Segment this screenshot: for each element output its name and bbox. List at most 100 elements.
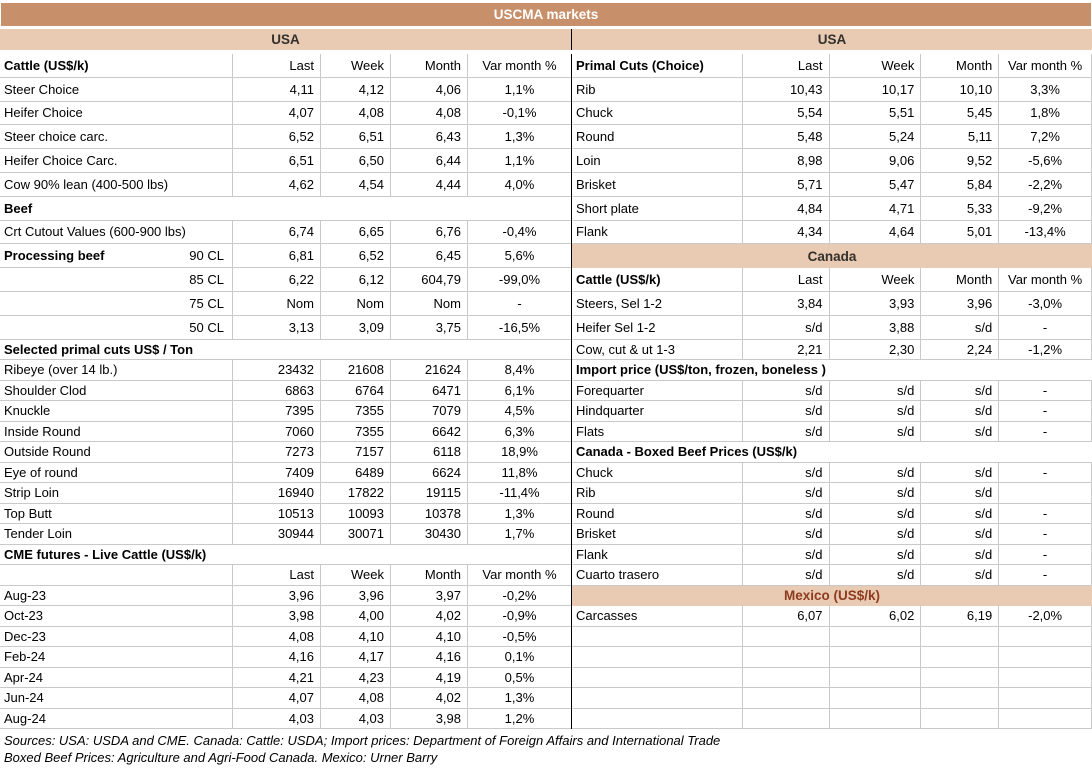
empty-cell	[920, 667, 999, 689]
cell-last: 8,98	[741, 149, 829, 173]
right-half: Rib 10,43 10,17 10,10 3,3%	[571, 77, 1092, 102]
cell-month: 6471	[390, 380, 467, 402]
cell-var: -	[998, 565, 1092, 586]
row-label: Processing beef 90 CL	[0, 244, 232, 269]
cell-var: 4,0%	[467, 172, 571, 197]
row-label-text: Outside Round	[4, 444, 91, 460]
row-label-text: Dec-23	[4, 628, 46, 644]
cell-month: 4,16	[390, 647, 467, 668]
cell-week: 4,54	[320, 172, 390, 197]
cell-month: 6118	[390, 442, 467, 463]
cell-var: 1,2%	[467, 708, 571, 730]
row-label: Heifer Choice Carc.	[0, 149, 232, 173]
cell-var: -5,6%	[998, 149, 1092, 173]
cell-month: 7079	[390, 401, 467, 422]
cell-week: 4,00	[320, 606, 390, 627]
column-header-week: Week	[828, 268, 921, 292]
empty-cell	[741, 688, 829, 709]
row-label: Heifer Choice	[0, 102, 232, 126]
table-row: 50 CL 3,13 3,09 3,75 -16,5% Heifer Sel 1-2 s/d…	[0, 315, 1092, 340]
left-half: Selected primal cuts US$ / Ton	[0, 340, 571, 361]
table-row: CME futures - Live Cattle (US$/k) Flank s/…	[0, 544, 1092, 566]
cell-last: 4,08	[232, 626, 320, 648]
cell-month: s/d	[920, 565, 999, 586]
row-label-text: Oct-23	[4, 608, 44, 624]
cell-week: Nom	[320, 291, 390, 316]
cell-last: s/d	[741, 544, 829, 566]
right-half: Round 5,48 5,24 5,11 7,2%	[571, 125, 1092, 150]
cell-week: 17822	[320, 483, 390, 504]
row-label: Knuckle	[0, 401, 232, 422]
cell-last: 4,11	[232, 77, 320, 102]
row-label-text: Feb-24	[4, 649, 46, 665]
footer-line-2: Boxed Beef Prices: Agriculture and Agri-…	[4, 750, 438, 766]
row-label-text: Rib	[576, 485, 596, 501]
cell-last: 3,98	[232, 606, 320, 627]
table-row: Beef Short plate 4,84 4,71 5,33 -9,2%	[0, 196, 1092, 221]
row-label: Brisket	[572, 524, 742, 545]
row-label: Flank	[572, 221, 742, 245]
table-row: Selected primal cuts US$ / Ton Cow, cut &…	[0, 339, 1092, 361]
cell-var: 8,4%	[467, 360, 571, 381]
cell-month: 4,10	[390, 626, 467, 648]
cell-var: 1,1%	[467, 77, 571, 102]
left-half: Eye of round 7409 6489 6624 11,8%	[0, 462, 571, 484]
right-half: Flats s/d s/d s/d -	[571, 421, 1092, 443]
left-half: Steer choice carc. 6,52 6,51 6,43 1,3%	[0, 125, 571, 150]
cell-var: 4,5%	[467, 401, 571, 422]
cell-var: 7,2%	[998, 125, 1092, 150]
row-label: Cuarto trasero	[572, 565, 742, 586]
empty-label	[572, 668, 742, 689]
empty-label	[572, 688, 742, 709]
left-half: Steer Choice 4,11 4,12 4,06 1,1%	[0, 77, 571, 102]
row-label-text: Inside Round	[4, 423, 81, 439]
empty-cell	[828, 688, 921, 709]
empty-cell	[828, 708, 921, 730]
cell-last: 6,74	[232, 220, 320, 245]
row-label: Brisket	[572, 173, 742, 197]
cell-week: 6,12	[320, 268, 390, 292]
row-label: Flank	[572, 545, 742, 566]
cell-var: 1,8%	[998, 101, 1092, 126]
row-label: Loin	[572, 149, 742, 173]
table-row: Outside Round 7273 7157 6118 18,9% Canada - B…	[0, 442, 1092, 463]
empty-cell	[920, 626, 999, 648]
cell-week: s/d	[828, 421, 921, 443]
left-region-band-container: USA	[0, 29, 571, 50]
table-row: Crt Cutout Values (600-900 lbs) 6,74 6,65 6…	[0, 220, 1092, 245]
column-header-var: Var month %	[998, 268, 1092, 292]
row-label: Primal Cuts (Choice)	[572, 54, 742, 78]
row-label: Heifer Sel 1-2	[572, 316, 742, 340]
cell-last: 16940	[232, 483, 320, 504]
table-row: Cattle (US$/k) Last Week Month Var month % Pr…	[0, 54, 1092, 78]
row-label: Ribeye (over 14 lb.)	[0, 360, 232, 381]
left-half: Tender Loin 30944 30071 30430 1,7%	[0, 524, 571, 545]
row-label-text: Cuarto trasero	[576, 567, 660, 583]
cell-week: s/d	[828, 524, 921, 545]
left-half: Crt Cutout Values (600-900 lbs) 6,74 6,65 6…	[0, 220, 571, 245]
row-label: Short plate	[572, 197, 742, 221]
row-label: Cattle (US$/k)	[0, 54, 232, 78]
right-half: Rib s/d s/d s/d	[571, 483, 1092, 504]
section-label: CME futures - Live Cattle (US$/k)	[0, 545, 571, 566]
cell-var	[998, 483, 1092, 504]
row-label: Steer Choice	[0, 78, 232, 102]
column-header-last: Last	[741, 54, 829, 78]
cell-var: -0,9%	[467, 606, 571, 627]
left-half: Shoulder Clod 6863 6764 6471 6,1%	[0, 380, 571, 402]
row-label-text: Chuck	[576, 464, 613, 480]
row-label: Top Butt	[0, 504, 232, 525]
row-label: Apr-24	[0, 668, 232, 689]
cell-last: 2,21	[741, 339, 829, 361]
row-label-text: Round	[576, 129, 615, 145]
table-row: Strip Loin 16940 17822 19115 -11,4% Rib s/d s/d…	[0, 483, 1092, 504]
row-label-text: Crt Cutout Values (600-900 lbs)	[4, 224, 186, 240]
cell-var: -	[998, 524, 1092, 545]
table-row: Steer choice carc. 6,52 6,51 6,43 1,3% Round 5…	[0, 125, 1092, 150]
section-label: Selected primal cuts US$ / Ton	[0, 340, 571, 361]
right-half: Hindquarter s/d s/d s/d -	[571, 401, 1092, 422]
empty-cell	[998, 647, 1092, 668]
cell-var: -99,0%	[467, 268, 571, 292]
right-half: Flank 4,34 4,64 5,01 -13,4%	[571, 220, 1092, 245]
cell-last: 7409	[232, 462, 320, 484]
